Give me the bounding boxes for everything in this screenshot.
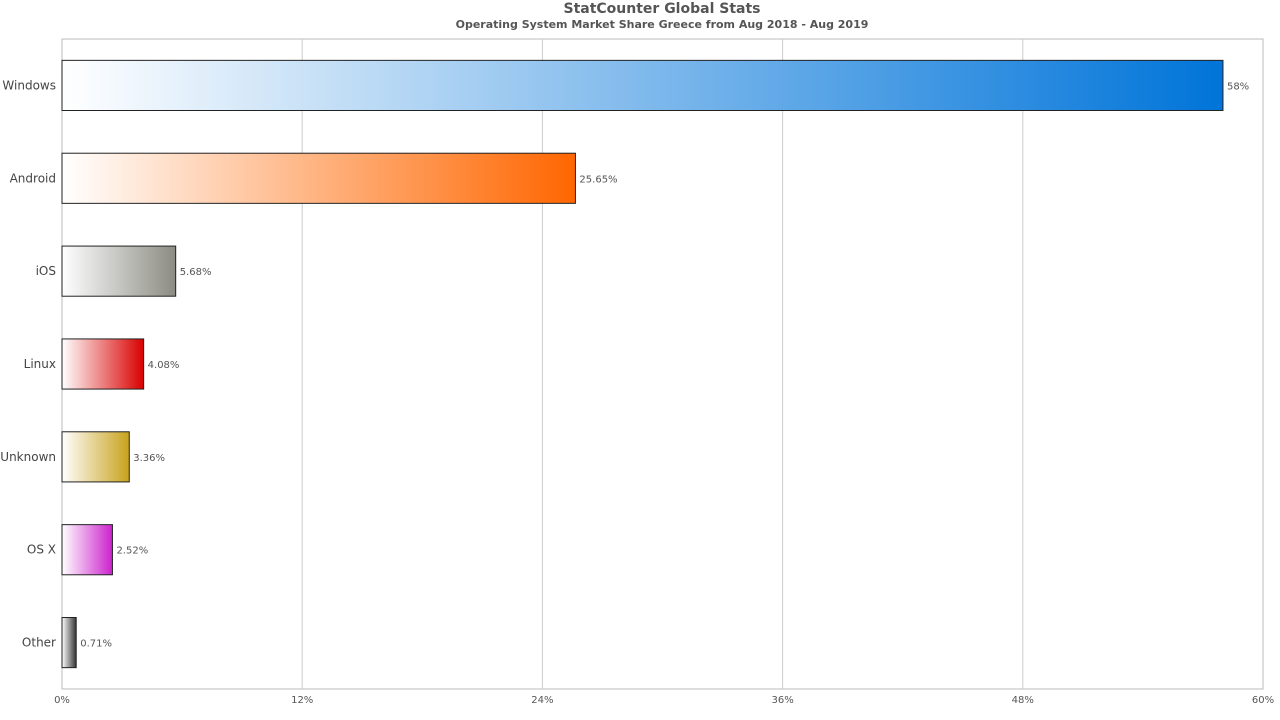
category-label: Linux bbox=[24, 357, 56, 371]
x-tick-label: 60% bbox=[1252, 695, 1274, 706]
category-label: iOS bbox=[36, 264, 56, 278]
x-tick-label: 0% bbox=[54, 695, 70, 706]
bar-windows bbox=[61, 59, 1224, 111]
bar-unknown bbox=[61, 431, 130, 483]
x-tick-label: 36% bbox=[771, 695, 793, 706]
category-label: Android bbox=[10, 171, 56, 185]
data-label: 0.71% bbox=[80, 639, 112, 650]
category-label: Unknown bbox=[0, 450, 56, 464]
x-tick-label: 48% bbox=[1012, 695, 1034, 706]
category-label: Other bbox=[22, 636, 56, 650]
gridlines bbox=[301, 39, 1024, 689]
bar-linux bbox=[61, 338, 145, 390]
plot-area bbox=[61, 38, 1264, 690]
bar-ios bbox=[61, 245, 177, 297]
chart-title: StatCounter Global Stats bbox=[563, 1, 760, 17]
category-label: Windows bbox=[2, 78, 56, 92]
bar-other bbox=[61, 617, 77, 669]
chart-subtitle: Operating System Market Share Greece fro… bbox=[456, 18, 869, 31]
x-axis-ticks: 0% 12% 24% 36% 48% 60% bbox=[54, 695, 1274, 706]
data-label: 58% bbox=[1227, 81, 1249, 92]
bar-android bbox=[61, 152, 576, 204]
bar-os-x bbox=[61, 524, 113, 576]
category-label: OS X bbox=[27, 543, 56, 557]
bars: Windows 58% Android 25.65% iOS 5.68% Linux 4.08… bbox=[0, 59, 1249, 669]
data-label: 25.65% bbox=[579, 174, 617, 185]
data-label: 4.08% bbox=[148, 360, 180, 371]
x-tick-label: 12% bbox=[291, 695, 313, 706]
data-label: 2.52% bbox=[116, 546, 148, 557]
data-label: 5.68% bbox=[180, 267, 212, 278]
x-tick-label: 24% bbox=[531, 695, 553, 706]
data-label: 3.36% bbox=[133, 453, 165, 464]
